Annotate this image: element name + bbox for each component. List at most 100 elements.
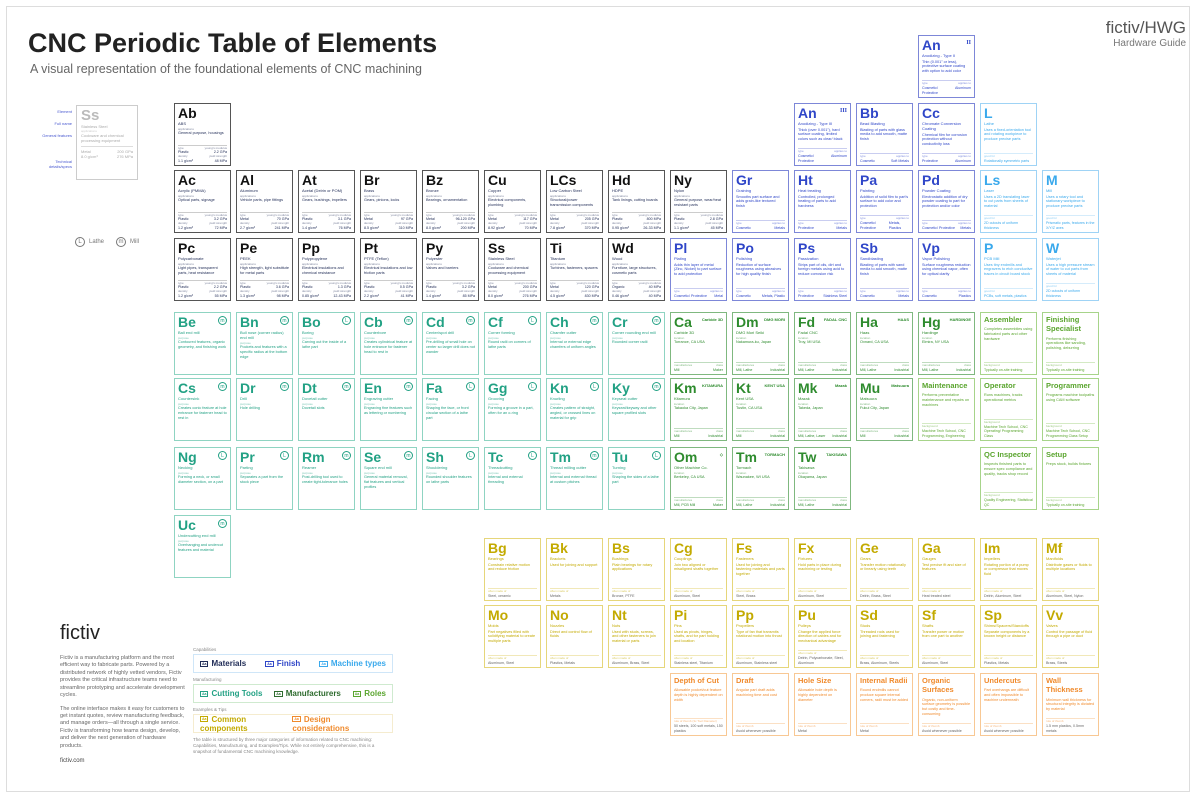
tool-cell-uc[interactable]: Uc m Undercutting end mill purpose Overhangi… bbox=[174, 515, 231, 578]
material-cell-py[interactable]: Py Polyester applications Valves and barrie… bbox=[422, 238, 479, 301]
tool-cell-rm[interactable]: Rm m Reamer purpose Post-drilling tool used … bbox=[298, 447, 355, 510]
role-cell-programmer[interactable]: Programmer Programs machine toolpaths usi… bbox=[1042, 378, 1099, 441]
role-cell-setup[interactable]: Setup Preps stock, builds fixtures backgro… bbox=[1042, 447, 1099, 510]
design-cell-internal-radii[interactable]: Internal Radii Round endmills cannot prod… bbox=[856, 673, 913, 736]
component-cell-mo[interactable]: Mo Molds Part negatives filled with solidi… bbox=[484, 605, 541, 668]
material-cell-ti[interactable]: Ti Titanium applications Turbines, fastener… bbox=[546, 238, 603, 301]
manufacturer-cell-mk[interactable]: Mk Mazak Mazak location Takeda, Japan manufac… bbox=[794, 378, 851, 441]
material-cell-ac[interactable]: Ac Acrylic (PMMA) applications Optical part… bbox=[174, 170, 231, 233]
role-cell-assembler[interactable]: Assembler Completes assemblies using fabr… bbox=[980, 312, 1037, 375]
role-cell-finishing-specialist[interactable]: Finishing Specialist Performs finishing o… bbox=[1042, 312, 1099, 375]
material-cell-br[interactable]: Br Brass applications Gears, pinions, locks… bbox=[360, 170, 417, 233]
tool-cell-kn[interactable]: Kn L Knurling purpose Creates pattern of str… bbox=[546, 378, 603, 441]
component-cell-no[interactable]: No Nozzles Direct and control flow of flui… bbox=[546, 605, 603, 668]
tool-cell-cd[interactable]: Cd m Center/spot drill purpose Pre-drilling … bbox=[422, 312, 479, 375]
material-cell-at[interactable]: At Acetal (Delrin or POM) applications Gear… bbox=[298, 170, 355, 233]
material-cell-ab[interactable]: Ab ABS applications General purpose, housin… bbox=[174, 103, 231, 166]
component-cell-vv[interactable]: Vv Valves Control the passage of fluid thr… bbox=[1042, 605, 1099, 668]
manufacturer-cell-ha[interactable]: Ha HAAS Haas location Oxnard, CA USA manufact… bbox=[856, 312, 913, 375]
manufacturer-cell-hg[interactable]: Hg HARDINGE Hardinge location Elmira, NY USA… bbox=[918, 312, 975, 375]
design-cell-organic-surfaces[interactable]: Organic Surfaces Organic, non-uniform sur… bbox=[918, 673, 975, 736]
tool-cell-sh[interactable]: Sh L Shouldering purpose Rounded shoulder fe… bbox=[422, 447, 479, 510]
finish-cell-pl[interactable]: Pl Plating Adds thin layer of metal (Zinc,… bbox=[670, 238, 727, 301]
finish-cell-cc[interactable]: Cc Chromate Conversion Coating Chemical fi… bbox=[918, 103, 975, 166]
design-cell-depth-of-cut[interactable]: Depth of Cut Allowable pocket/cut feature… bbox=[670, 673, 727, 736]
material-cell-cu[interactable]: Cu Copper applications Electrical component… bbox=[484, 170, 541, 233]
design-cell-hole-size[interactable]: Hole Size Allowable hole depth is highly … bbox=[794, 673, 851, 736]
manufacturer-cell-kt[interactable]: Kt KENT USA Kent USA location Tustin, CA USA… bbox=[732, 378, 789, 441]
component-cell-bk[interactable]: Bk Brackets Used for joining and support of… bbox=[546, 538, 603, 601]
material-cell-pp[interactable]: Pp Polypropylene applications Electrical in… bbox=[298, 238, 355, 301]
material-cell-bz[interactable]: Bz Bronze applications Bearings, ornamentat… bbox=[422, 170, 479, 233]
tool-cell-ky[interactable]: Ky m Keyseat cutter purpose Keyseat/keyway a… bbox=[608, 378, 665, 441]
component-cell-sp[interactable]: Sp Shims/Spacers/Standoffs Separate compon… bbox=[980, 605, 1037, 668]
manufacturer-cell-km[interactable]: Km KITAMURA Kitamura location Takaoka City, … bbox=[670, 378, 727, 441]
tool-cell-tm[interactable]: Tm m Thread milling cutter purpose Internal … bbox=[546, 447, 603, 510]
tool-cell-ch[interactable]: Ch m Chamfer cutter purpose Internal or exte… bbox=[546, 312, 603, 375]
finish-cell-gr[interactable]: Gr Graining Smooths part surface and adds … bbox=[732, 170, 789, 233]
component-cell-pi[interactable]: Pi Pins Used as pivots, hinges, shafts, an… bbox=[670, 605, 727, 668]
component-cell-sf[interactable]: Sf Shafts Transfer power or motion from on… bbox=[918, 605, 975, 668]
machine-cell-mill[interactable]: M Mill Uses a rotary tool and stationary w… bbox=[1042, 170, 1099, 233]
finish-cell-sb[interactable]: Sb Sandblasting Blasting of parts with san… bbox=[856, 238, 913, 301]
finish-cell-vp[interactable]: Vp Vapor Polishing Surface roughness reduc… bbox=[918, 238, 975, 301]
tool-cell-dr[interactable]: Dr m Drill purpose Hole drilling bbox=[236, 378, 293, 441]
finish-cell-ht[interactable]: Ht Heat treating Controlled, prolonged hea… bbox=[794, 170, 851, 233]
design-cell-wall-thickness[interactable]: Wall Thickness Minimum wall thickness for… bbox=[1042, 673, 1099, 736]
finish-cell-pd[interactable]: Pd Powder Coating Electrostatic addition o… bbox=[918, 170, 975, 233]
tool-cell-fa[interactable]: Fa L Facing purpose Shaping the face, or fro… bbox=[422, 378, 479, 441]
component-cell-ge[interactable]: Ge Gears Transfer motion rotationally or l… bbox=[856, 538, 913, 601]
machine-cell-lathe[interactable]: L Lathe Uses a fixed-orientation tool and … bbox=[980, 103, 1037, 166]
manufacturer-cell-tm[interactable]: Tm TORMACH Tormach location Waunakee, WI USA… bbox=[732, 447, 789, 510]
tool-cell-cb[interactable]: Cb m Counterbore purpose Creates cylindrical… bbox=[360, 312, 417, 375]
role-cell-qc-inspector[interactable]: QC Inspector Inspects finished parts to e… bbox=[980, 447, 1037, 510]
component-cell-pp[interactable]: Pp Propellers Type of fan that transmits r… bbox=[732, 605, 789, 668]
tool-cell-pr[interactable]: Pr L Parting purpose Separates a part from t… bbox=[236, 447, 293, 510]
role-cell-maintenance[interactable]: Maintenance Performs preventative mainten… bbox=[918, 378, 975, 441]
component-cell-bs[interactable]: Bs Bushings Plain bearings for rotary appl… bbox=[608, 538, 665, 601]
design-cell-undercuts[interactable]: Undercuts Part overhangs are difficult an… bbox=[980, 673, 1037, 736]
website-link[interactable]: fictiv.com bbox=[60, 758, 85, 765]
material-cell-hd[interactable]: Hd HDPE applications Tank linings, cutting … bbox=[608, 170, 665, 233]
component-cell-ga[interactable]: Ga Gauges Test precise fit and size of fea… bbox=[918, 538, 975, 601]
material-cell-lcs[interactable]: LCs Low Carbon Steel applications Structura… bbox=[546, 170, 603, 233]
material-cell-ny[interactable]: Ny Nylon applications General purpose, wear… bbox=[670, 170, 727, 233]
material-cell-pt[interactable]: Pt PTFE (Teflon) applications Electrical in… bbox=[360, 238, 417, 301]
component-cell-bg[interactable]: Bg Bearings Constrain relative motion and … bbox=[484, 538, 541, 601]
manufacturer-cell-om[interactable]: Om ◇ Other Machine Co. location Berkeley, CA… bbox=[670, 447, 727, 510]
component-cell-im[interactable]: Im Impellers Rotating portion of a pump or… bbox=[980, 538, 1037, 601]
design-cell-draft[interactable]: Draft Angular part draft adds machining t… bbox=[732, 673, 789, 736]
manufacturer-cell-mu[interactable]: Mu Matsuura Matsuura location Fukui City, Ja… bbox=[856, 378, 913, 441]
tool-cell-dt[interactable]: Dt m Dovetail cutter purpose Dovetail slots bbox=[298, 378, 355, 441]
finish-cell-bb[interactable]: Bb Bead Blasting Blasting of parts with gl… bbox=[856, 103, 913, 166]
tool-cell-bn[interactable]: Bn m Bull nose (corner radius) end mill pur… bbox=[236, 312, 293, 375]
material-cell-al[interactable]: Al Aluminum applications Vehicle parts, pip… bbox=[236, 170, 293, 233]
tool-cell-cs[interactable]: Cs m Countersink purpose Creates conic featu… bbox=[174, 378, 231, 441]
finish-cell-pa[interactable]: Pa Painting Addition of solid film to part… bbox=[856, 170, 913, 233]
component-cell-mf[interactable]: Mf Manifolds Distribute gases or fluids to… bbox=[1042, 538, 1099, 601]
manufacturer-cell-dm[interactable]: Dm DMG MORI DMG Mori Seiki location Nakamura… bbox=[732, 312, 789, 375]
tool-cell-ng[interactable]: Ng L Necking purpose Forming a neck, or smal… bbox=[174, 447, 231, 510]
manufacturer-cell-tw[interactable]: Tw TAKISAWA Takisawa location Okayama, Japan… bbox=[794, 447, 851, 510]
tool-cell-gg[interactable]: Gg L Grooving purpose Forming a groove in a … bbox=[484, 378, 541, 441]
tool-cell-cr[interactable]: Cr m Corner rounding end mill purpose Rounde… bbox=[608, 312, 665, 375]
machine-cell-laser[interactable]: Ls Laser Uses a 2D translating laser to cu… bbox=[980, 170, 1037, 233]
finish-cell-an[interactable]: An II Anodizing - Type II Thin (0.001" or l… bbox=[918, 35, 975, 98]
component-cell-fs[interactable]: Fs Fasteners Used for joining and fastenin… bbox=[732, 538, 789, 601]
manufacturer-cell-fd[interactable]: Fd FADAL CNC Fadal CNC location Troy, MI USA… bbox=[794, 312, 851, 375]
finish-cell-ps[interactable]: Ps Passivation Strips part of oils, dirt a… bbox=[794, 238, 851, 301]
tool-cell-tu[interactable]: Tu L Turning purpose Shaping the sides of a … bbox=[608, 447, 665, 510]
material-cell-ss[interactable]: Ss Stainless Steel applications Cookware an… bbox=[484, 238, 541, 301]
tool-cell-se[interactable]: Se m Square end mill purpose General materia… bbox=[360, 447, 417, 510]
machine-cell-waterjet[interactable]: W Waterjet Uses a high pressure stream of … bbox=[1042, 238, 1099, 301]
material-cell-wd[interactable]: Wd Wood applications Furniture, large struc… bbox=[608, 238, 665, 301]
tool-cell-en[interactable]: En m Engraving cutter purpose Engraving fine… bbox=[360, 378, 417, 441]
finish-cell-po[interactable]: Po Polishing Reduction of surface roughnes… bbox=[732, 238, 789, 301]
component-cell-pu[interactable]: Pu Pulleys Change the applied force direct… bbox=[794, 605, 851, 668]
machine-cell-pcb-mill[interactable]: P PCB Mill Uses tiny endmills and engraver… bbox=[980, 238, 1037, 301]
tool-cell-bo[interactable]: Bo L Boring purpose Carving out the inside o… bbox=[298, 312, 355, 375]
role-cell-operator[interactable]: Operator Runs machines, tracks operationa… bbox=[980, 378, 1037, 441]
tool-cell-cf[interactable]: Cf L Corner forming purpose Round radii on c… bbox=[484, 312, 541, 375]
finish-cell-an[interactable]: An III Anodizing - Type III Thick (over 0.0… bbox=[794, 103, 851, 166]
tool-cell-tc[interactable]: Tc L Threadcutting purpose Internal and exte… bbox=[484, 447, 541, 510]
